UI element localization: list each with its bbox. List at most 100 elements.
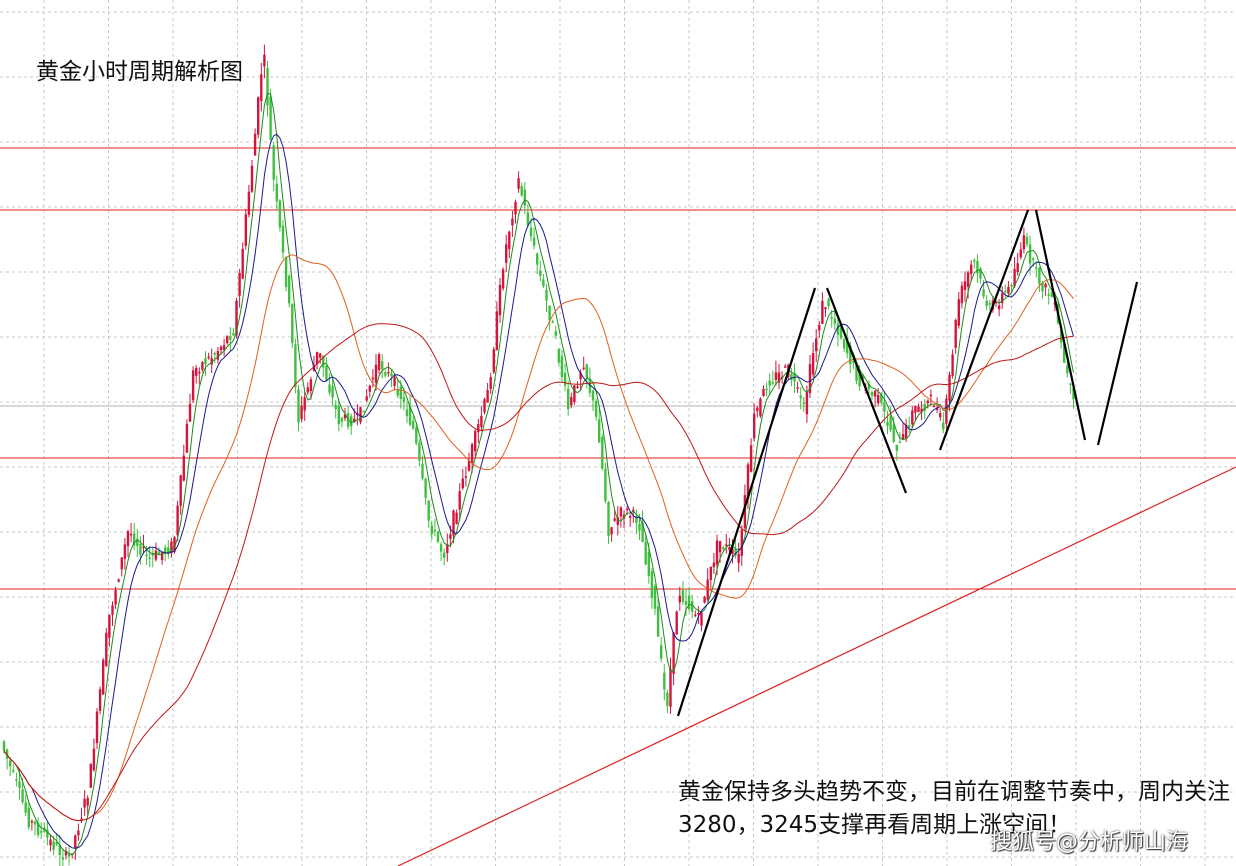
candle-body [470, 444, 474, 464]
candle-body [929, 394, 933, 397]
candle-body [421, 463, 424, 479]
candle-body [170, 541, 173, 553]
candle-body [917, 406, 920, 412]
candle-body [932, 405, 936, 408]
candle-body [393, 377, 396, 386]
candle-body [557, 349, 561, 363]
candle-body [697, 613, 700, 615]
candle-body [120, 557, 123, 570]
candle-body [49, 839, 52, 846]
candle-body [281, 225, 285, 253]
candle-body [774, 372, 778, 380]
candle-body [607, 502, 610, 537]
candle-body [966, 272, 970, 287]
candle-body [908, 425, 911, 428]
candle-body [319, 353, 322, 358]
candle-body [777, 372, 781, 383]
candle-body [563, 372, 567, 386]
candle-body [284, 257, 288, 288]
candle-body [1047, 294, 1050, 296]
candle-body [269, 96, 272, 140]
candle-body [650, 571, 654, 598]
candle-body [477, 424, 480, 433]
candle-body [901, 434, 905, 440]
candlesticks [2, 44, 1075, 866]
candle-body [1007, 286, 1010, 294]
candle-body [24, 802, 27, 813]
candle-body [926, 400, 929, 404]
candle-body [579, 372, 582, 380]
candle-body [430, 525, 433, 535]
candle-body [784, 366, 787, 368]
candle-body [368, 385, 371, 392]
candle-body [923, 403, 926, 411]
candle-body [731, 548, 734, 555]
candle-body [315, 351, 319, 364]
candle-body [67, 853, 71, 857]
candle-body [1066, 365, 1069, 374]
candle-body [594, 400, 598, 417]
candle-body [439, 544, 443, 552]
candle-body [241, 248, 244, 279]
candle-body [963, 281, 967, 290]
candle-body [250, 165, 254, 192]
candle-body [244, 214, 247, 246]
candle-body [842, 339, 846, 349]
candle-body [1072, 388, 1075, 400]
candle-body [142, 546, 145, 549]
candle-body [12, 770, 15, 772]
candle-body [554, 331, 557, 336]
candle-body [399, 386, 402, 399]
candle-body [722, 547, 725, 549]
candle-body [749, 445, 753, 472]
candle-body [858, 370, 861, 387]
zigzag-trend-line [1096, 281, 1139, 446]
candle-body [433, 529, 437, 532]
candle-body [914, 406, 917, 413]
candle-body [718, 541, 722, 553]
candle-body [365, 396, 368, 401]
candle-body [334, 404, 337, 409]
candle-body [911, 410, 914, 425]
candle-body [818, 325, 821, 331]
candle-body [811, 353, 815, 375]
candle-body [486, 390, 489, 403]
candle-body [660, 645, 663, 659]
candle-body [489, 377, 492, 390]
candle-body [173, 537, 176, 552]
candle-body [526, 212, 530, 226]
candle-body [539, 270, 542, 276]
candle-body [222, 345, 226, 351]
candle-body [529, 227, 533, 237]
candle-body [455, 512, 458, 524]
candle-body [148, 557, 151, 559]
candle-body [449, 534, 452, 539]
candle-body [89, 763, 92, 788]
candle-body [957, 299, 960, 326]
candle-body [247, 191, 251, 215]
candle-body [80, 818, 83, 821]
candle-body [381, 361, 384, 370]
candle-body [350, 416, 353, 427]
candle-body [105, 632, 108, 666]
candle-body [691, 601, 694, 612]
ma-slow-line [3, 254, 1074, 822]
candle-body [765, 388, 768, 391]
candle-body [501, 269, 505, 289]
candle-body [64, 850, 68, 856]
candle-body [644, 541, 647, 565]
candle-body [567, 388, 570, 410]
candle-body [728, 547, 731, 550]
candle-body [582, 367, 585, 370]
candle-body [210, 358, 213, 365]
candle-body [988, 303, 991, 305]
candle-body [839, 324, 843, 339]
candle-body [867, 383, 871, 390]
candle-body [238, 273, 241, 296]
candle-body [30, 821, 34, 823]
candle-body [340, 417, 344, 422]
candle-body [58, 845, 61, 856]
candle-body [294, 344, 297, 388]
candle-body [371, 377, 375, 380]
candle-body [725, 544, 728, 546]
